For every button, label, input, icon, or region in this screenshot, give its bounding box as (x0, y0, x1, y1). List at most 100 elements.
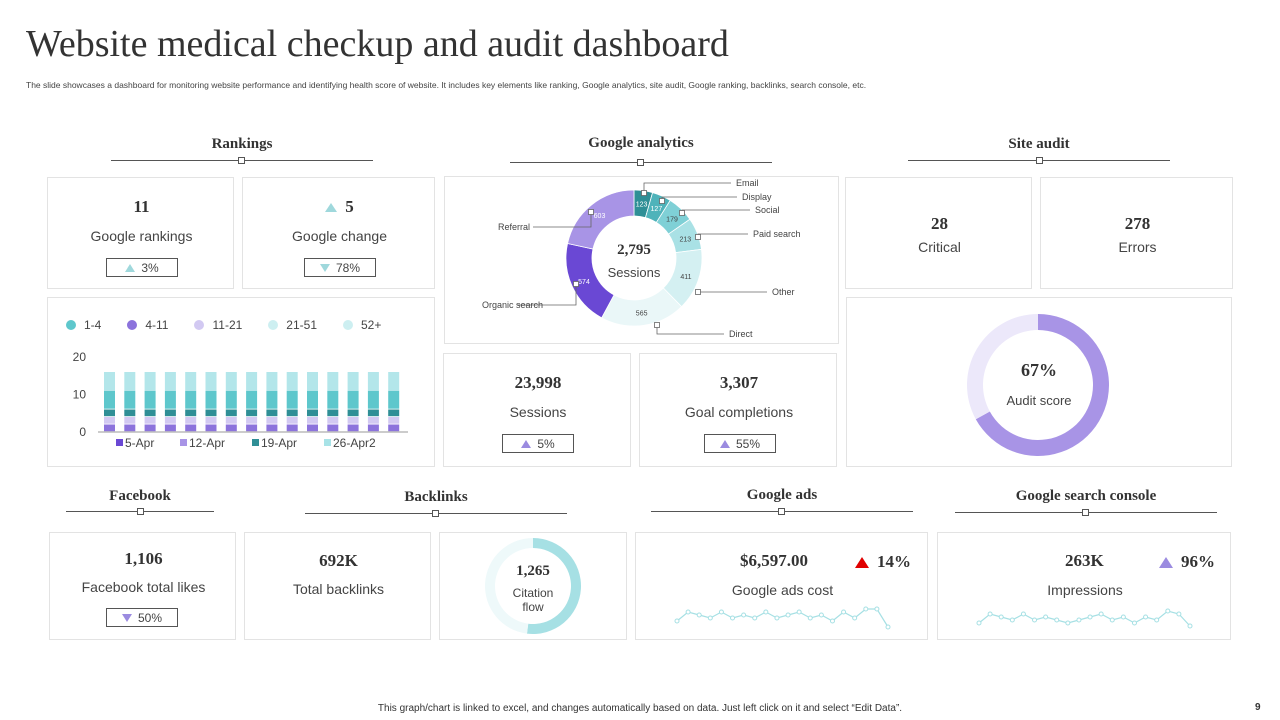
sparkline-point (1043, 614, 1049, 620)
triangle-up-icon (125, 263, 136, 272)
callout-marker (641, 190, 647, 196)
bar-segment (104, 417, 115, 424)
sparkline-point (1165, 608, 1171, 614)
sparkline-point (1087, 614, 1093, 620)
sparkline-point (998, 614, 1004, 620)
slice-value-label: 213 (679, 236, 691, 243)
sparkline-point (741, 612, 747, 618)
callout-label: Other (772, 287, 795, 297)
sparkline-point (1131, 620, 1137, 626)
x-axis-label: 12-Apr (189, 436, 225, 450)
bar-segment (347, 417, 359, 424)
bar-segment (246, 424, 258, 432)
sparkline-point (841, 609, 847, 615)
sessions-card: 23,998 Sessions 5% (443, 353, 631, 467)
section-title-search-console: Google search console (1015, 488, 1157, 504)
google-ads-change-value: 14% (877, 552, 911, 571)
bar-segment (266, 390, 278, 409)
callout-label: Email (736, 178, 759, 188)
bar-segment (246, 409, 258, 417)
legend-item: 11-21 (194, 318, 242, 332)
triangle-up-icon (1159, 556, 1173, 568)
bar-segment (225, 424, 237, 432)
sparkline-point (976, 620, 982, 626)
bar-segment (347, 390, 359, 409)
errors-label: Errors (1118, 239, 1157, 255)
sessions-label: Sessions (509, 404, 567, 420)
sparkline-point (1176, 611, 1182, 617)
sparkline-point (1098, 611, 1104, 617)
total-backlinks-card: 692K Total backlinks (244, 532, 431, 640)
sparkline-point (807, 615, 813, 621)
bar-segment (327, 417, 339, 424)
legend-dot (343, 320, 353, 330)
bar-segment (144, 390, 156, 409)
bar-segment (104, 390, 115, 409)
audit-score-donut (967, 314, 1109, 456)
x-axis-label: 5-Apr (125, 436, 154, 450)
citation-flow-card: 1,265 Citation flow (439, 532, 627, 640)
x-axis-label: 19-Apr (261, 436, 297, 450)
google-change-label: Google change (292, 228, 387, 244)
bar-segment (144, 372, 156, 391)
x-legend-swatch (252, 439, 259, 446)
legend-dot (127, 320, 138, 330)
sessions-badge: 5% (502, 434, 574, 453)
section-divider-knob (1082, 509, 1089, 516)
section-divider-knob (1036, 157, 1043, 164)
audit-score-card: 67% Audit score (846, 297, 1232, 467)
goal-completions-badge: 55% (704, 434, 776, 453)
x-legend-swatch (324, 439, 331, 446)
errors-card: 278 Errors (1040, 177, 1233, 289)
bar-segment (388, 409, 400, 417)
section-divider-knob (778, 508, 785, 515)
bar-segment (124, 372, 136, 391)
audit-score-label: Audit score (1006, 393, 1072, 408)
legend-label: 1-4 (84, 318, 102, 332)
x-axis-label: 26-Apr2 (333, 436, 376, 450)
bar-segment (347, 372, 359, 391)
sparkline-point (863, 606, 869, 612)
critical-value: 28 (931, 214, 948, 233)
callout-marker (654, 322, 660, 328)
total-backlinks-label: Total backlinks (292, 581, 385, 597)
sparkline-point (1076, 617, 1082, 623)
triangle-down-icon (121, 613, 132, 622)
page-subtitle: The slide showcases a dashboard for moni… (26, 80, 867, 90)
audit-score-value: 67% (1021, 360, 1057, 380)
section-title-backlinks: Backlinks (404, 489, 468, 505)
donut-slice (565, 242, 615, 319)
sparkline-point (707, 615, 713, 621)
bar-segment (307, 424, 318, 432)
callout-label: Organic search (482, 300, 543, 310)
bar-segment (124, 424, 136, 432)
callout-line (643, 182, 731, 193)
bar-segment (246, 372, 258, 391)
bar-segment (347, 424, 359, 432)
sparkline-point (774, 615, 780, 621)
triangle-up-icon (325, 202, 338, 212)
bar-segment (124, 417, 136, 424)
slice-value-label: 574 (578, 279, 590, 286)
sparkline-point (1054, 617, 1060, 623)
callout-line (661, 196, 737, 201)
google-ads-cost-value: $6,597.00 (740, 551, 808, 570)
bar-segment (388, 424, 400, 432)
bar-segment (185, 390, 197, 409)
impressions-change: 96% (1159, 552, 1215, 572)
x-legend-swatch (116, 439, 123, 446)
bar-segment (347, 409, 359, 417)
bar-segment (144, 424, 156, 432)
bar-segment (307, 417, 318, 424)
callout-line (517, 284, 577, 306)
rankings-chart-card: 1-4 4-11 11-21 21-51 52+ 0 10 20 5-Apr 12-Ap… (47, 297, 435, 467)
sparkline-point (852, 615, 858, 621)
sparkline-point (818, 612, 824, 618)
donut-center-label: Sessions (608, 265, 661, 280)
sparkline-point (763, 609, 769, 615)
bar-segment (266, 424, 278, 432)
legend-label: 52+ (361, 318, 382, 332)
sparkline-point (685, 609, 691, 615)
badge-value: 5% (537, 436, 555, 451)
slice-value-label: 123 (636, 202, 648, 209)
